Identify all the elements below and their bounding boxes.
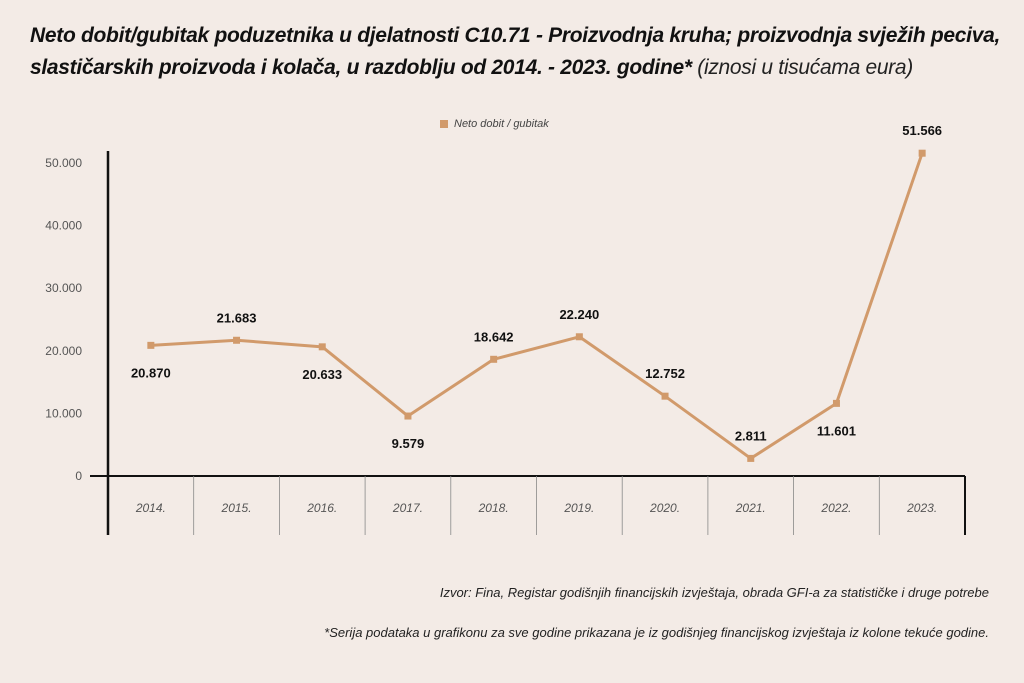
x-tick-label: 2022. [820, 501, 851, 515]
x-tick-label: 2018. [478, 501, 509, 515]
data-point [918, 149, 926, 157]
x-tick-label: 2016. [306, 501, 337, 515]
data-labels: 20.870 21.683 20.633 9.579 18.642 22.240 12.75… [131, 123, 942, 451]
y-axis-ticks: 0 10.000 20.000 30.000 40.000 50.000 [45, 156, 82, 483]
data-point [575, 333, 583, 341]
data-label: 12.752 [645, 366, 685, 381]
data-label: 9.579 [392, 436, 425, 451]
data-label: 20.870 [131, 365, 171, 380]
data-point [404, 412, 412, 420]
title-main: Neto dobit/gubitak poduzetnika u djelatn… [30, 24, 1000, 79]
chart-axes [90, 151, 966, 535]
y-tick-label: 10.000 [45, 406, 82, 420]
title-subtitle: (iznosi u tisućama eura) [697, 56, 914, 79]
x-axis-ticks: 2014. 2015. 2016. 2017. 2018. 2019. 2020. 2021.… [135, 501, 937, 515]
data-label: 51.566 [902, 123, 942, 138]
data-point [318, 343, 326, 351]
footnote: *Serija podataka u grafikonu za sve godi… [324, 625, 989, 640]
series-group [147, 149, 926, 462]
chart-title: Neto dobit/gubitak poduzetnika u djelatn… [30, 20, 1010, 84]
y-tick-label: 40.000 [45, 219, 82, 233]
data-label: 2.811 [735, 428, 767, 443]
x-tick-label: 2023. [906, 501, 937, 515]
data-label: 21.683 [217, 310, 257, 325]
legend: Neto dobit / gubitak [440, 118, 549, 130]
legend-swatch [440, 120, 448, 128]
source-note: Izvor: Fina, Registar godišnjih financij… [439, 585, 989, 600]
x-tick-label: 2015. [221, 501, 252, 515]
data-point [747, 454, 755, 462]
legend-label: Neto dobit / gubitak [454, 118, 549, 130]
data-point [147, 341, 155, 349]
data-label: 22.240 [559, 307, 599, 322]
x-tick-label: 2017. [392, 501, 423, 515]
data-point [661, 392, 669, 400]
x-tick-label: 2020. [649, 501, 680, 515]
data-label: 11.601 [817, 423, 856, 438]
x-tick-label: 2021. [735, 501, 766, 515]
x-tick-label: 2014. [135, 501, 166, 515]
data-label: 18.642 [474, 329, 514, 344]
data-point [490, 355, 498, 363]
data-point [233, 336, 241, 344]
y-tick-label: 30.000 [45, 281, 82, 295]
series-line [150, 152, 924, 460]
y-tick-label: 20.000 [45, 344, 82, 358]
data-point [832, 399, 840, 407]
data-label: 20.633 [302, 367, 342, 382]
x-tick-label: 2019. [563, 501, 594, 515]
y-tick-label: 0 [75, 469, 82, 483]
y-tick-label: 50.000 [45, 156, 82, 170]
